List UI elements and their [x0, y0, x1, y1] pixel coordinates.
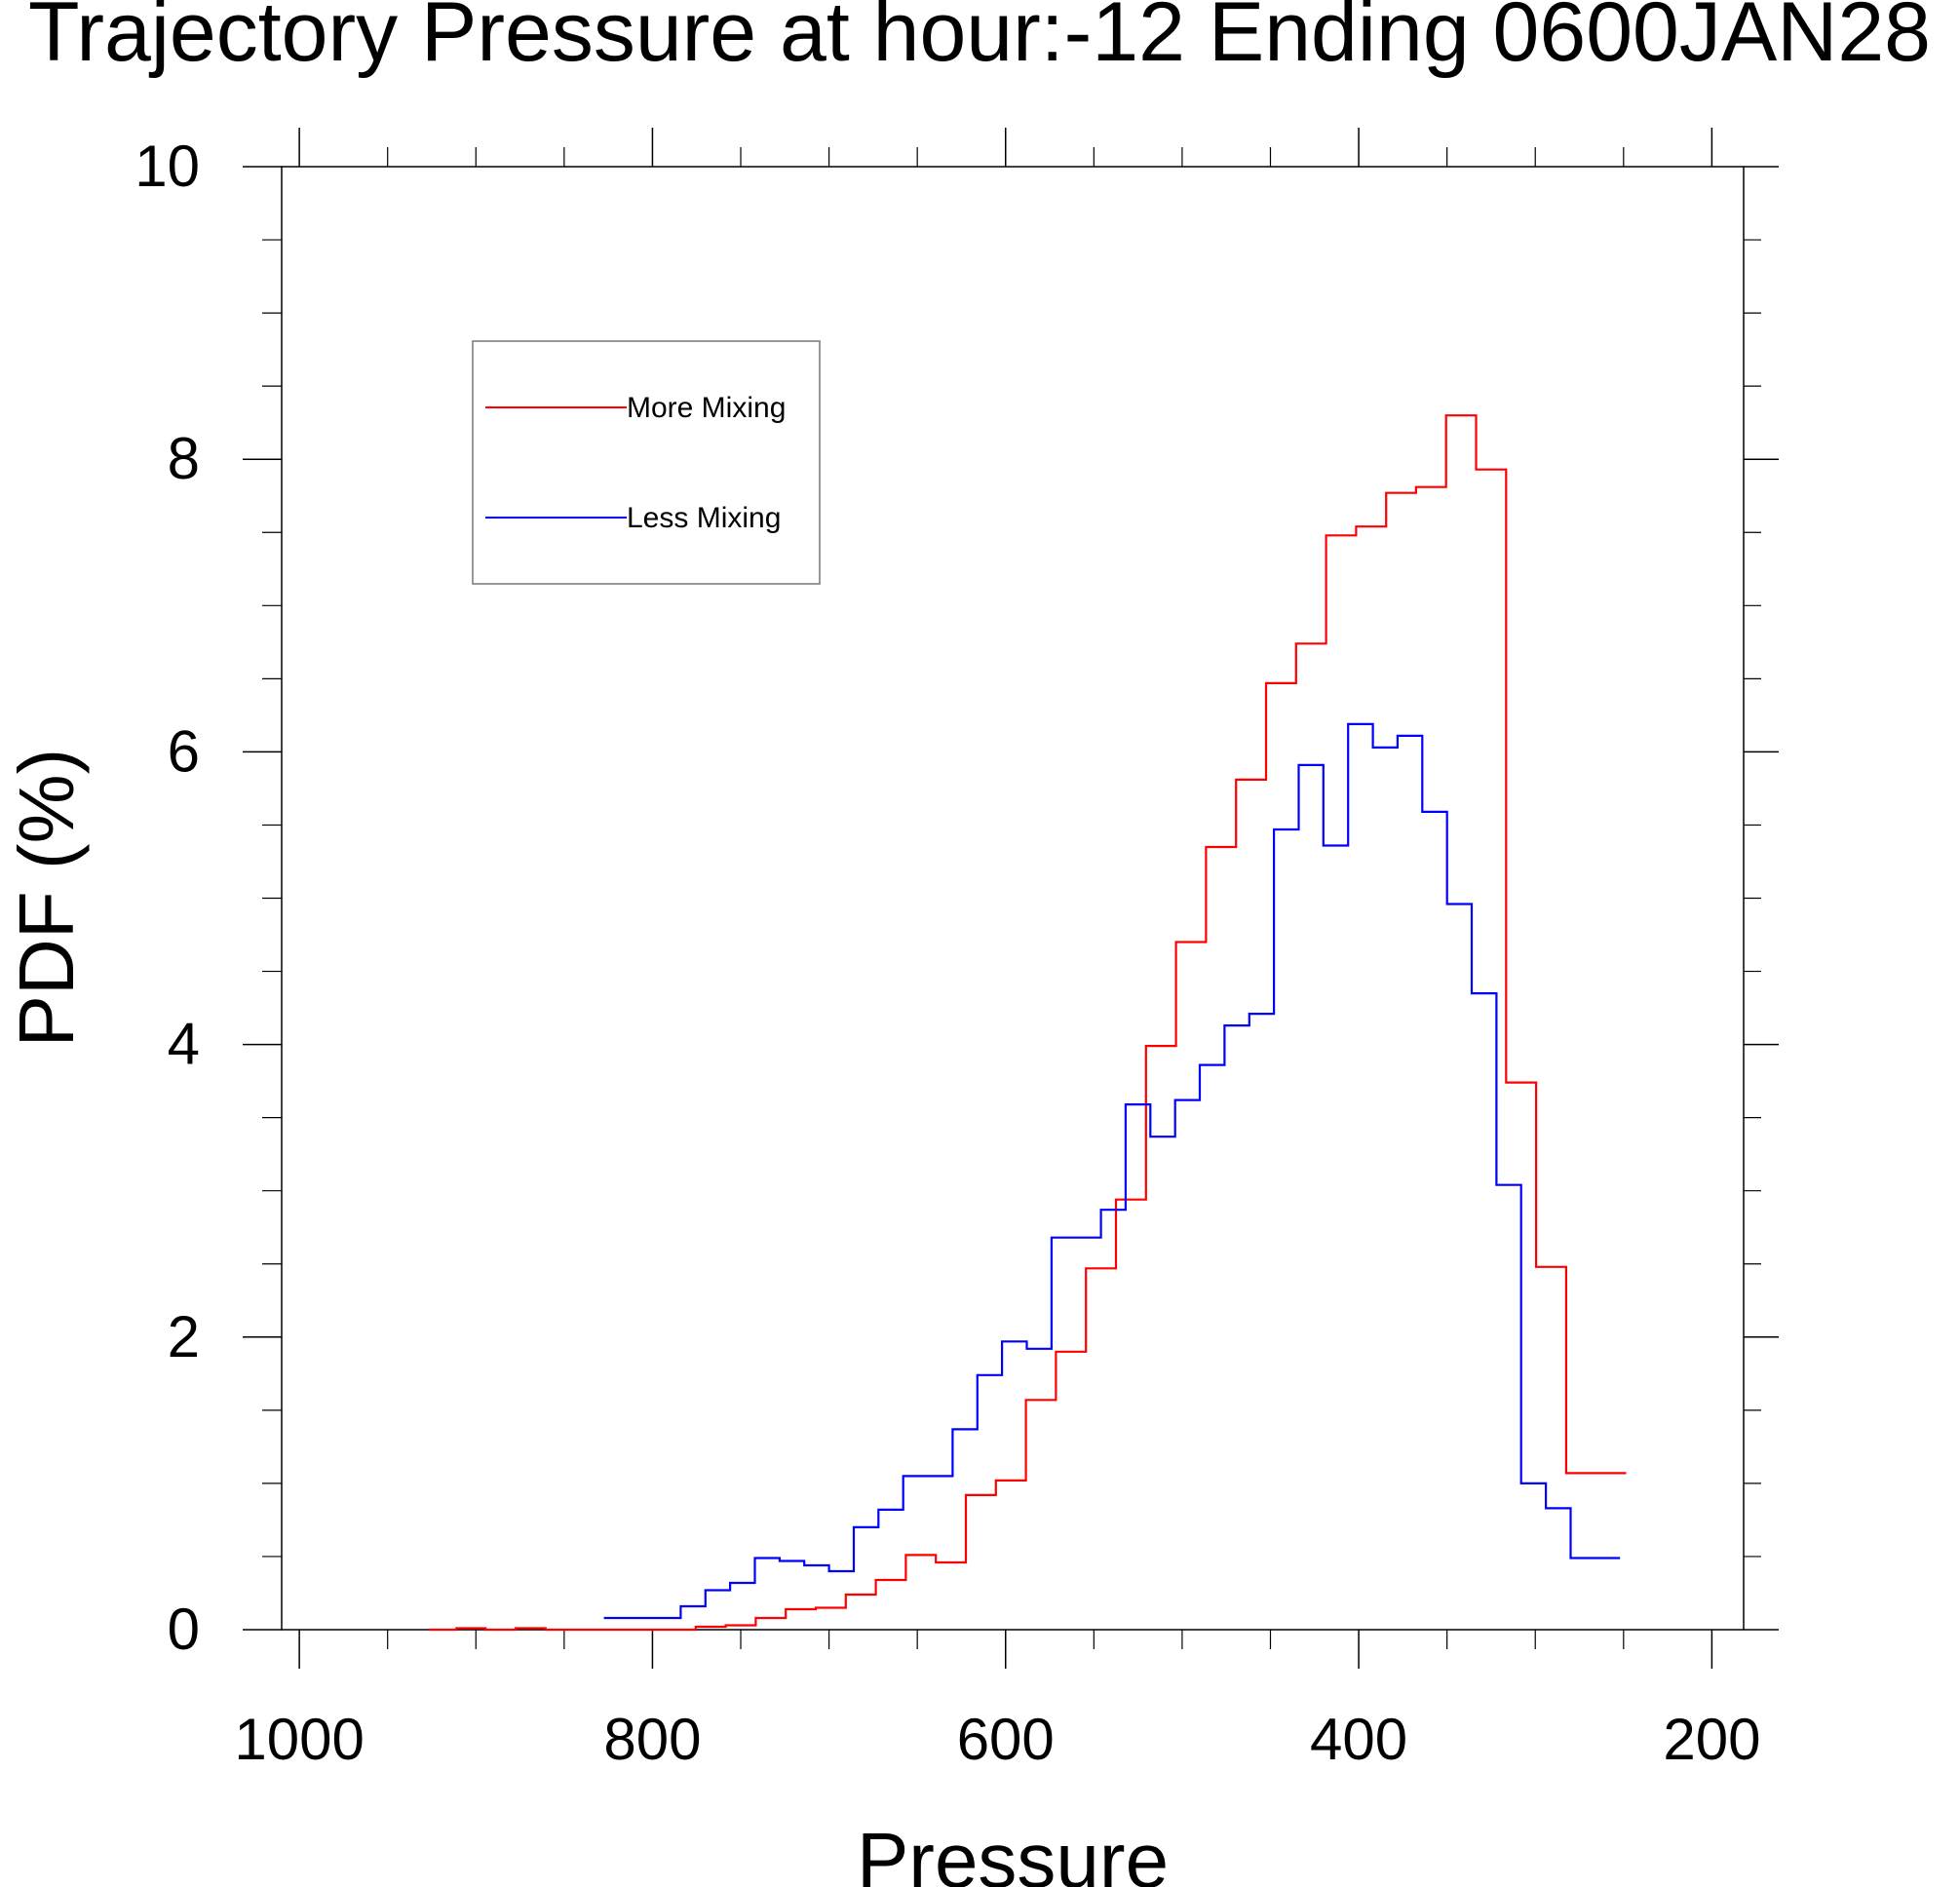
x-tick-label: 400 — [1310, 1707, 1407, 1772]
y-tick-label: 10 — [135, 134, 200, 199]
y-tick-label: 6 — [168, 718, 200, 784]
legend-label: Less Mixing — [627, 502, 781, 534]
legend-label: More Mixing — [627, 392, 786, 424]
y-tick-label: 2 — [168, 1304, 200, 1369]
x-tick-label: 600 — [957, 1707, 1055, 1772]
x-axis-label: Pressure — [857, 1817, 1169, 1887]
y-tick-label: 4 — [168, 1012, 200, 1077]
ticks — [243, 128, 1779, 1669]
y-tick-label: 0 — [168, 1597, 200, 1662]
chart-title: Trajectory Pressure at hour:-12 Ending 0… — [28, 0, 1931, 79]
legend: More Mixing Less Mixing — [472, 340, 821, 585]
series-line-0 — [428, 414, 1627, 1632]
legend-box — [472, 340, 821, 585]
y-tick-label: 8 — [168, 426, 200, 491]
series — [428, 414, 1627, 1632]
tick-labels: 1000 800 600 400 200 0 2 4 6 8 10 — [135, 134, 1760, 1772]
x-tick-label: 1000 — [234, 1707, 364, 1772]
x-tick-label: 200 — [1663, 1707, 1760, 1772]
x-tick-label: 800 — [603, 1707, 701, 1772]
y-axis-label: PDF (%) — [3, 749, 90, 1048]
series-line-1 — [603, 722, 1621, 1620]
